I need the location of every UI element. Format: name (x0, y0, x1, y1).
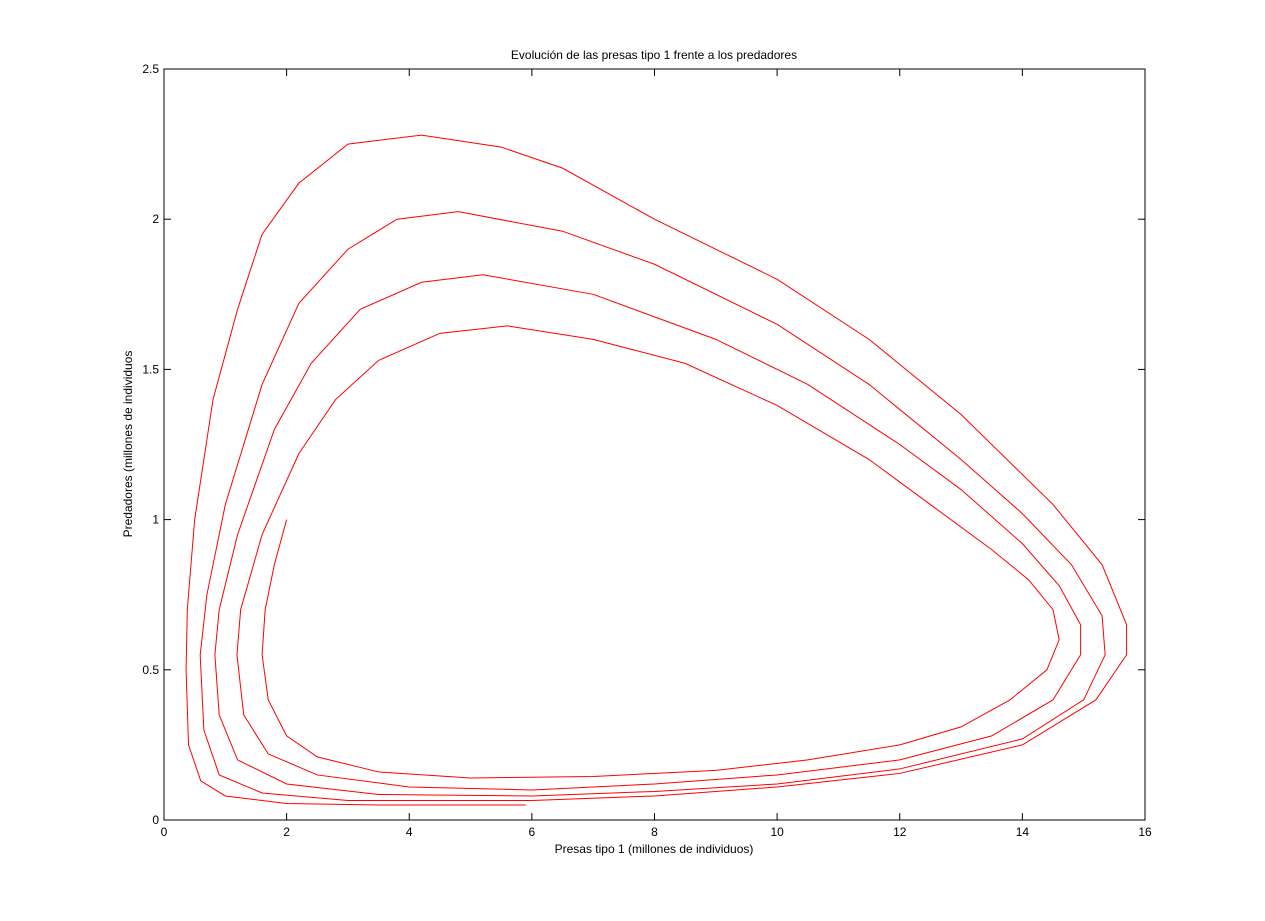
y-tick-label: 1.5 (142, 362, 159, 376)
trajectory-line (185, 134, 1128, 806)
y-axis-label: Predadores (millones de individuos (121, 351, 135, 538)
x-tick-label: 2 (283, 825, 290, 839)
x-axis-label: Presas tipo 1 (millones de individuos) (555, 842, 754, 856)
x-tick-label: 14 (1016, 825, 1030, 839)
y-tick-label: 0.5 (142, 663, 159, 677)
x-tick-label: 8 (651, 825, 658, 839)
y-tick-label: 2.5 (142, 62, 159, 76)
x-tick-label: 12 (893, 825, 907, 839)
x-tick-label: 16 (1138, 825, 1152, 839)
y-tick-label: 1 (152, 513, 159, 527)
x-tick-label: 0 (161, 825, 168, 839)
x-tick-label: 6 (529, 825, 536, 839)
x-tick-label: 4 (406, 825, 413, 839)
y-tick-label: 0 (152, 813, 159, 827)
x-tick-label: 10 (770, 825, 784, 839)
chart-title: Evolución de las presas tipo 1 frente a … (511, 48, 797, 62)
y-tick-label: 2 (152, 212, 159, 226)
